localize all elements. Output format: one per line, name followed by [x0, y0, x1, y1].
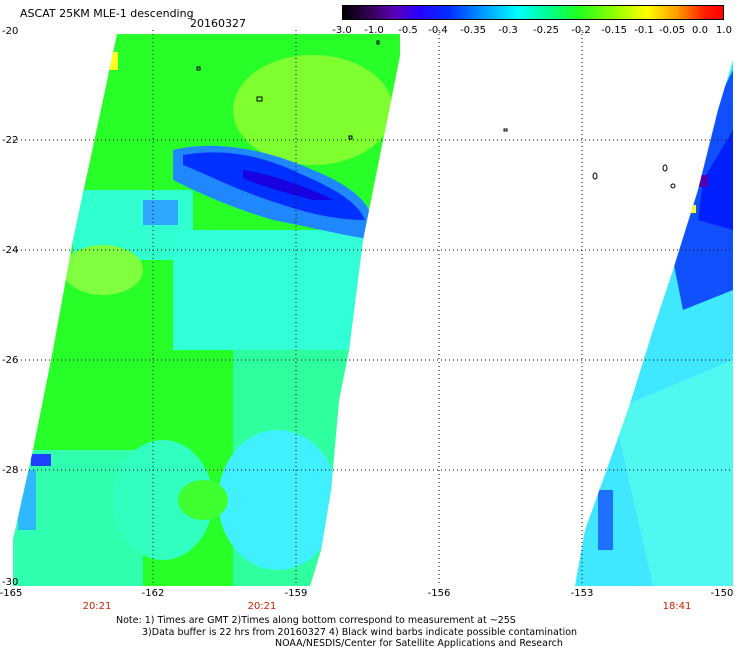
lon-label: -159 — [284, 588, 308, 599]
lat-label: -26 — [2, 355, 19, 366]
island-outlines — [196, 40, 676, 189]
right-swath — [575, 60, 733, 586]
island-outline — [670, 183, 676, 189]
colorbar-tick: -0.2 — [571, 25, 591, 36]
lat-label: -28 — [2, 465, 19, 476]
map-frame — [13, 30, 733, 586]
lat-label: -24 — [2, 245, 19, 256]
island-outline — [256, 96, 263, 102]
pass-time-label: 20:21 — [82, 601, 112, 612]
island-outline — [662, 164, 668, 172]
colorbar-tick: -0.05 — [659, 25, 685, 36]
lat-label: -22 — [2, 135, 19, 146]
footnote-line: 3)Data buffer is 22 hrs from 20160327 4)… — [142, 627, 578, 638]
map-canvas — [13, 30, 733, 586]
island-outline — [592, 172, 598, 180]
lon-label: -156 — [427, 588, 451, 599]
colorbar-tick: -0.15 — [601, 25, 627, 36]
lon-label: -150 — [710, 588, 734, 599]
colorbar-tick: -0.35 — [460, 25, 486, 36]
island-outline — [196, 66, 201, 71]
footnote-line: Note: 1) Times are GMT 2)Times along bot… — [116, 615, 516, 626]
lon-label: -162 — [141, 588, 165, 599]
lon-label: -153 — [570, 588, 594, 599]
island-outline — [348, 135, 353, 140]
colorbar-tick: -0.3 — [498, 25, 518, 36]
island-outline — [376, 40, 380, 45]
colorbar-tick: -0.4 — [428, 25, 448, 36]
colorbar-tick: -0.25 — [533, 25, 559, 36]
pass-time-label: 20:21 — [247, 601, 277, 612]
product-date: 20160327 — [190, 17, 246, 30]
colorbar-tick: -3.0 — [332, 25, 352, 36]
colorbar-tick: -1.0 — [364, 25, 384, 36]
colorbar-tick: -0.5 — [398, 25, 418, 36]
footnote-credit: NOAA/NESDIS/Center for Satellite Applica… — [275, 638, 563, 649]
colorbar-ticks: -3.0 -1.0 -0.5 -0.4 -0.35 -0.3 -0.25 -0.… — [332, 25, 732, 37]
lat-label: -30 — [2, 577, 19, 588]
left-swath — [13, 34, 400, 586]
colorbar-tick: 1.0 — [716, 25, 732, 36]
graticule — [13, 30, 733, 586]
island-outline — [503, 128, 508, 132]
lon-label: -165 — [0, 588, 23, 599]
pass-time-label: 18:41 — [662, 601, 692, 612]
colorbar-tick: -0.1 — [634, 25, 654, 36]
colorbar — [342, 5, 724, 20]
product-title: ASCAT 25KM MLE-1 descending — [20, 7, 194, 20]
lat-label: -20 — [2, 26, 19, 37]
colorbar-tick: 0.0 — [692, 25, 708, 36]
